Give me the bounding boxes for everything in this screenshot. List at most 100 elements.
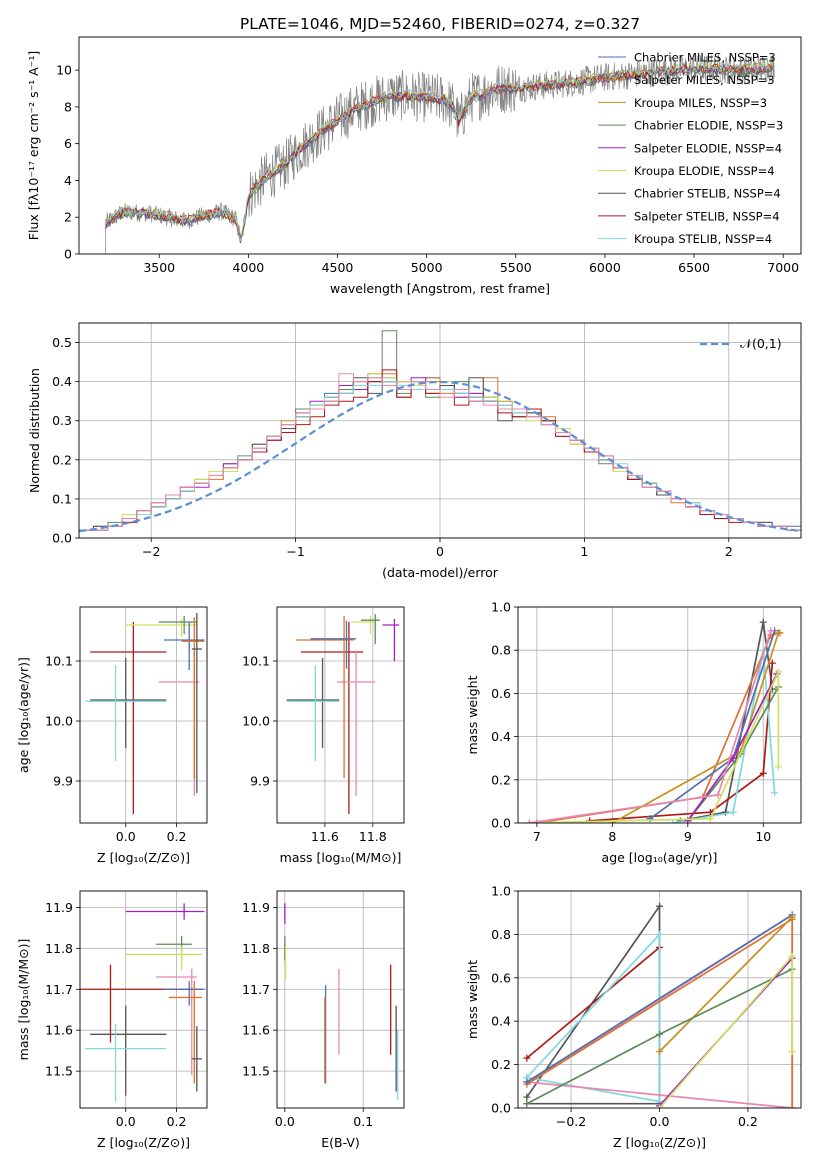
axes-frame xyxy=(78,322,802,539)
axes-frame xyxy=(517,606,802,824)
plot-area-residuals xyxy=(79,330,801,533)
weight-marker-9 xyxy=(714,791,722,799)
weight-marker-8 xyxy=(774,668,782,676)
x-tick-label: 0.0 xyxy=(275,1114,295,1129)
legend-label: Chabrier MILES, NSSP=3 xyxy=(634,51,776,65)
y-tick-label: 0.5 xyxy=(52,335,72,350)
weight-marker-0 xyxy=(759,618,767,626)
y-tick-label: 0.6 xyxy=(491,686,511,701)
weight-marker-6 xyxy=(656,1048,663,1056)
weight-marker-5 xyxy=(774,629,782,637)
y-tick-label: 2 xyxy=(64,210,72,225)
legend: Chabrier MILES, NSSP=3 Salpeter MILES, NS… xyxy=(598,51,783,246)
x-axis-label: wavelength [Angstrom, rest frame] xyxy=(330,281,550,296)
weight-marker-1 xyxy=(768,659,776,667)
y-tick-label: 0.2 xyxy=(52,452,72,467)
weight-marker-2 xyxy=(729,808,737,816)
weight-line-8 xyxy=(529,671,780,823)
legend-label: Kroupa MILES, NSSP=3 xyxy=(634,96,767,110)
weight-marker-7 xyxy=(656,1030,663,1038)
x-tick-label: 0.2 xyxy=(167,829,187,844)
weight-marker-8 xyxy=(774,763,782,771)
x-axis-label: (data-model)/error xyxy=(382,565,499,580)
x-axis-label: Z [log₁₀(Z/Z⊙)] xyxy=(97,850,190,865)
panel-residuals: −2 −1 0 1 2 0.0 0.1 0.2 0.3 0.4 0.5 (data-model)/er… xyxy=(27,322,802,580)
y-axis-label: Normed distribution xyxy=(27,368,42,493)
weight-marker-8 xyxy=(706,815,714,823)
y-tick-label: 6 xyxy=(64,136,72,151)
y-tick-label: 11.5 xyxy=(45,1064,73,1079)
legend-label: Salpeter MILES, NSSP=3 xyxy=(634,73,775,87)
x-tick-label: 7000 xyxy=(767,260,799,275)
y-tick-label: 11.8 xyxy=(242,941,270,956)
y-axis-label: mass weight xyxy=(465,960,480,1039)
panel-weight_vs_Z: −0.2 0.0 0.2 0.0 0.2 0.4 0.6 0.8 1.0 Z [log₁₀(Z/Z… xyxy=(465,884,802,1150)
weight-line-0 xyxy=(680,621,774,822)
x-tick-label: 3500 xyxy=(143,260,175,275)
y-tick-label: 9.9 xyxy=(53,774,73,789)
legend-label: Kroupa STELIB, NSSP=4 xyxy=(634,232,772,246)
y-tick-label: 0.1 xyxy=(52,491,72,506)
y-tick-label: 11.9 xyxy=(45,900,73,915)
x-axis-label: Z [log₁₀(Z/Z⊙)] xyxy=(613,1135,706,1150)
x-tick-label: 0.1 xyxy=(353,1114,373,1129)
x-tick-label: 5000 xyxy=(411,260,443,275)
legend: 𝒩(0,1) xyxy=(700,336,782,351)
weight-marker-0 xyxy=(656,902,663,910)
weight-marker-4 xyxy=(788,1104,796,1108)
y-tick-label: 8 xyxy=(64,99,72,114)
panel-mass_vs_ebv: 0.0 0.1 11.5 11.6 11.7 11.8 11.9 E(B-V) xyxy=(242,890,405,1150)
x-tick-label: 11.6 xyxy=(311,829,339,844)
axes-frame xyxy=(517,890,802,1109)
normal-curve-line xyxy=(79,380,801,533)
y-tick-label: 10.0 xyxy=(242,714,270,729)
axes-frame xyxy=(78,36,802,255)
weight-marker-6 xyxy=(788,913,796,921)
y-tick-label: 11.7 xyxy=(242,982,270,997)
chart-layer: 3500 4000 4500 5000 5500 6000 6500 70000246810w… xyxy=(16,36,802,1150)
x-tick-label: −0.2 xyxy=(556,1114,586,1129)
y-axis-label: mass [log₁₀(M/M⊙)] xyxy=(16,939,31,1061)
y-tick-label: 4 xyxy=(64,173,72,188)
model-line-6 xyxy=(105,64,774,241)
y-tick-label: 10 xyxy=(56,63,72,78)
x-tick-label: 0.2 xyxy=(738,1114,758,1129)
weight-line-2 xyxy=(672,650,776,823)
axes-frame xyxy=(79,890,208,1109)
x-axis-label: mass [log₁₀(M/M⊙)] xyxy=(280,850,402,865)
axes-frame xyxy=(79,606,208,824)
weight-marker-9 xyxy=(656,1104,663,1108)
x-axis-label: Z [log₁₀(Z/Z⊙)] xyxy=(97,1135,190,1150)
legend-label: Chabrier ELODIE, NSSP=3 xyxy=(634,119,783,133)
x-tick-label: 0.0 xyxy=(650,1114,670,1129)
plot-area-spectrum xyxy=(105,54,775,254)
weight-marker-9 xyxy=(767,627,775,635)
legend-label: Chabrier STELIB, NSSP=4 xyxy=(634,187,781,201)
y-tick-label: 10.1 xyxy=(45,654,73,669)
x-tick-label: 0.0 xyxy=(116,829,136,844)
plot-area-age_vs_mass xyxy=(286,614,400,814)
panel-weight_vs_age: 7 8 9 10 0.0 0.2 0.4 0.6 0.8 1.0 age [log₁₀(age/yr… xyxy=(465,600,802,865)
weight-marker-7 xyxy=(729,754,737,762)
y-axis-label: Flux [fλ10⁻¹⁷ erg cm⁻² s⁻¹ A⁻¹] xyxy=(26,51,41,240)
panel-mass_vs_Z: 0.0 0.2 11.5 11.6 11.7 11.8 11.9 Z [log₁₀(Z/Z⊙)… xyxy=(16,890,208,1150)
model-line-4 xyxy=(105,63,774,238)
legend-label: Kroupa ELODIE, NSSP=4 xyxy=(634,164,775,178)
weight-marker-9 xyxy=(525,819,533,823)
x-tick-label: 6500 xyxy=(678,260,710,275)
y-tick-label: 1.0 xyxy=(491,884,511,899)
legend-label: Salpeter STELIB, NSSP=4 xyxy=(634,209,780,223)
weight-marker-9 xyxy=(788,952,796,960)
panel-spectrum: 3500 4000 4500 5000 5500 6000 6500 7000 0 2 4 6 8 10 w… xyxy=(26,36,802,296)
y-tick-label: 10.1 xyxy=(242,654,270,669)
x-axis-label: age [log₁₀(age/yr)] xyxy=(602,850,718,865)
x-tick-label: 0.0 xyxy=(116,1114,136,1129)
histogram-step-9 xyxy=(79,373,801,531)
y-tick-label: 0.2 xyxy=(491,1057,511,1072)
x-tick-label: 0 xyxy=(436,544,444,559)
y-tick-label: 0.0 xyxy=(491,816,511,831)
y-tick-label: 9.9 xyxy=(250,774,270,789)
weight-line-2 xyxy=(526,932,661,1103)
plot-area-weight_vs_Z xyxy=(523,902,796,1108)
